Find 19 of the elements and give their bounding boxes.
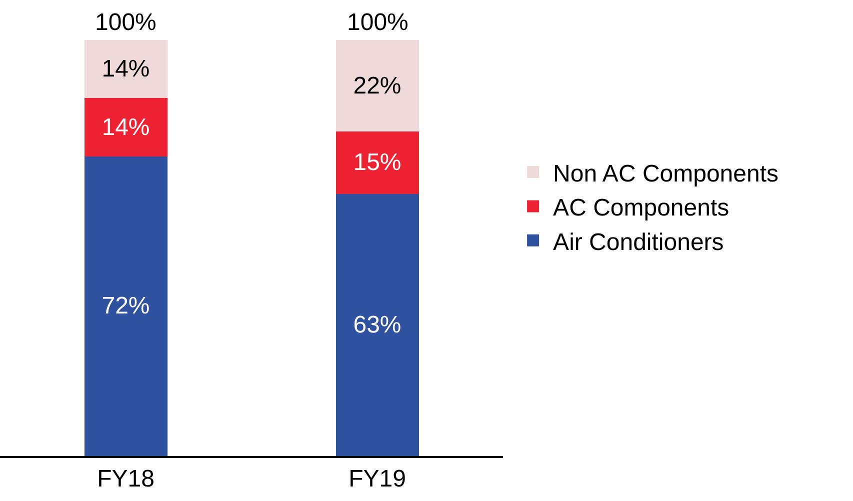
bar — [84, 40, 168, 98]
x-tick-label: FY18 — [97, 466, 154, 493]
data-label: 15% — [353, 149, 402, 176]
data-label: 14% — [102, 56, 150, 83]
bar — [336, 40, 419, 132]
data-label: 14% — [102, 114, 150, 141]
legend-label: Non AC Components — [553, 160, 779, 188]
bar — [336, 132, 419, 194]
data-label: 72% — [102, 292, 150, 320]
legend-label: Air Conditioners — [553, 228, 724, 256]
data-label: 22% — [353, 72, 402, 100]
legend-label: AC Components — [553, 194, 730, 222]
bar — [84, 156, 168, 456]
bar — [336, 194, 419, 456]
x-tick-label: FY19 — [348, 466, 406, 493]
total-label: 100% — [347, 9, 408, 36]
data-label: 63% — [353, 311, 402, 338]
bar — [84, 98, 168, 156]
total-label: 100% — [95, 9, 156, 36]
